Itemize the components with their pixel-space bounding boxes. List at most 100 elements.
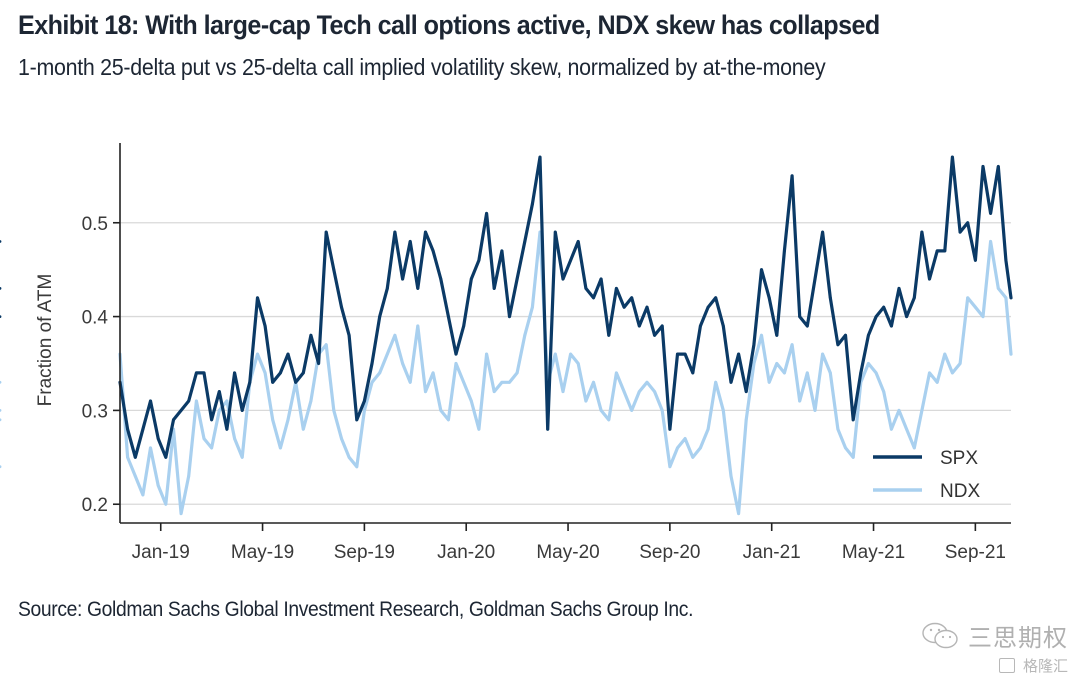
- data-point-ndx: [706, 427, 710, 431]
- data-point-ndx: [195, 399, 198, 403]
- x-tick-label: Jan-21: [743, 542, 801, 563]
- y-tick-label: 0.2: [82, 495, 108, 516]
- data-point-ndx: [668, 465, 672, 469]
- data-point-ndx: [699, 446, 702, 450]
- y-tick-label: 0.3: [82, 401, 108, 422]
- data-point-ndx: [271, 418, 275, 422]
- data-point-spx: [699, 324, 702, 328]
- legend-label-spx: SPX: [940, 448, 978, 469]
- data-point-ndx: [752, 362, 756, 365]
- data-point-spx: [187, 399, 191, 403]
- data-point-ndx: [729, 474, 733, 478]
- data-point-spx: [271, 380, 275, 384]
- data-point-spx: [805, 324, 809, 328]
- data-point-spx: [370, 362, 374, 365]
- data-point-ndx: [0, 380, 2, 384]
- data-point-spx: [286, 352, 290, 356]
- data-point-ndx: [691, 455, 695, 459]
- data-point-ndx: [217, 409, 221, 412]
- data-point-ndx: [179, 512, 183, 515]
- data-point-spx: [737, 352, 740, 356]
- data-point-ndx: [363, 409, 366, 412]
- data-point-ndx: [584, 399, 588, 403]
- data-point-ndx: [744, 418, 748, 422]
- data-point-ndx: [485, 352, 488, 356]
- data-point-spx: [996, 165, 1000, 168]
- data-point-ndx: [0, 409, 2, 412]
- data-point-spx: [668, 427, 672, 431]
- data-point-spx: [164, 455, 168, 459]
- data-point-spx: [256, 296, 259, 300]
- data-point-ndx: [347, 455, 351, 459]
- data-point-spx: [912, 296, 916, 300]
- data-point-ndx: [676, 446, 679, 450]
- data-point-ndx: [622, 390, 626, 393]
- data-point-ndx: [332, 409, 336, 412]
- data-point-ndx: [126, 455, 129, 459]
- data-point-ndx: [454, 362, 458, 365]
- data-point-ndx: [401, 362, 404, 365]
- gelonghui-logo-icon: [999, 658, 1016, 673]
- x-tick-label: May-19: [231, 542, 294, 563]
- data-point-ndx: [355, 465, 359, 469]
- data-point-ndx: [462, 380, 466, 384]
- data-point-ndx: [408, 380, 412, 384]
- data-point-ndx: [920, 409, 924, 412]
- data-point-spx: [798, 315, 802, 318]
- data-point-spx: [653, 333, 656, 337]
- data-point-spx: [385, 287, 389, 290]
- x-tick-label: Sep-19: [334, 542, 395, 563]
- data-point-spx: [324, 230, 328, 234]
- data-point-spx: [660, 324, 664, 328]
- data-point-spx: [576, 240, 580, 243]
- data-point-spx: [607, 333, 611, 337]
- data-point-ndx: [210, 446, 214, 450]
- data-point-ndx: [882, 390, 886, 393]
- data-point-ndx: [974, 305, 977, 309]
- data-point-ndx: [492, 390, 496, 393]
- data-point-spx: [294, 380, 298, 384]
- data-point-ndx: [989, 240, 992, 243]
- data-point-ndx: [576, 362, 580, 365]
- series-lines: [0, 155, 1013, 516]
- data-point-spx: [439, 277, 443, 281]
- data-point-spx: [401, 277, 404, 281]
- data-point-spx: [989, 212, 992, 215]
- data-point-spx: [729, 380, 733, 384]
- data-point-spx: [790, 174, 794, 178]
- data-point-spx: [775, 333, 779, 337]
- data-point-spx: [966, 221, 970, 225]
- data-point-spx: [363, 399, 366, 403]
- chart-subtitle: 1-month 25-delta put vs 25-delta call im…: [18, 54, 826, 80]
- watermark-account-name: 三思期权: [968, 624, 1068, 652]
- data-point-spx: [279, 371, 282, 375]
- data-point-spx: [462, 324, 466, 328]
- x-tick-label: Jan-20: [437, 542, 495, 563]
- data-point-spx: [676, 352, 679, 356]
- data-point-ndx: [897, 409, 901, 412]
- data-point-spx: [340, 305, 343, 309]
- data-point-spx: [408, 240, 412, 243]
- data-point-ndx: [599, 409, 603, 412]
- data-point-spx: [760, 268, 763, 272]
- data-point-ndx: [721, 409, 725, 412]
- data-point-ndx: [737, 512, 740, 515]
- data-point-ndx: [301, 427, 305, 431]
- data-point-spx: [393, 230, 397, 234]
- data-point-ndx: [569, 352, 572, 356]
- data-point-ndx: [821, 352, 824, 356]
- data-point-ndx: [149, 446, 152, 450]
- data-point-ndx: [309, 399, 313, 403]
- data-point-ndx: [416, 324, 420, 328]
- data-point-spx: [836, 343, 840, 347]
- data-point-spx: [309, 333, 313, 337]
- data-point-spx: [1009, 296, 1013, 300]
- data-point-spx: [584, 287, 588, 290]
- data-point-ndx: [256, 352, 259, 356]
- data-point-ndx: [592, 380, 595, 384]
- data-point-ndx: [378, 371, 382, 375]
- data-point-spx: [0, 315, 2, 318]
- data-point-ndx: [340, 437, 343, 440]
- data-point-ndx: [760, 333, 763, 337]
- data-point-spx: [523, 240, 527, 243]
